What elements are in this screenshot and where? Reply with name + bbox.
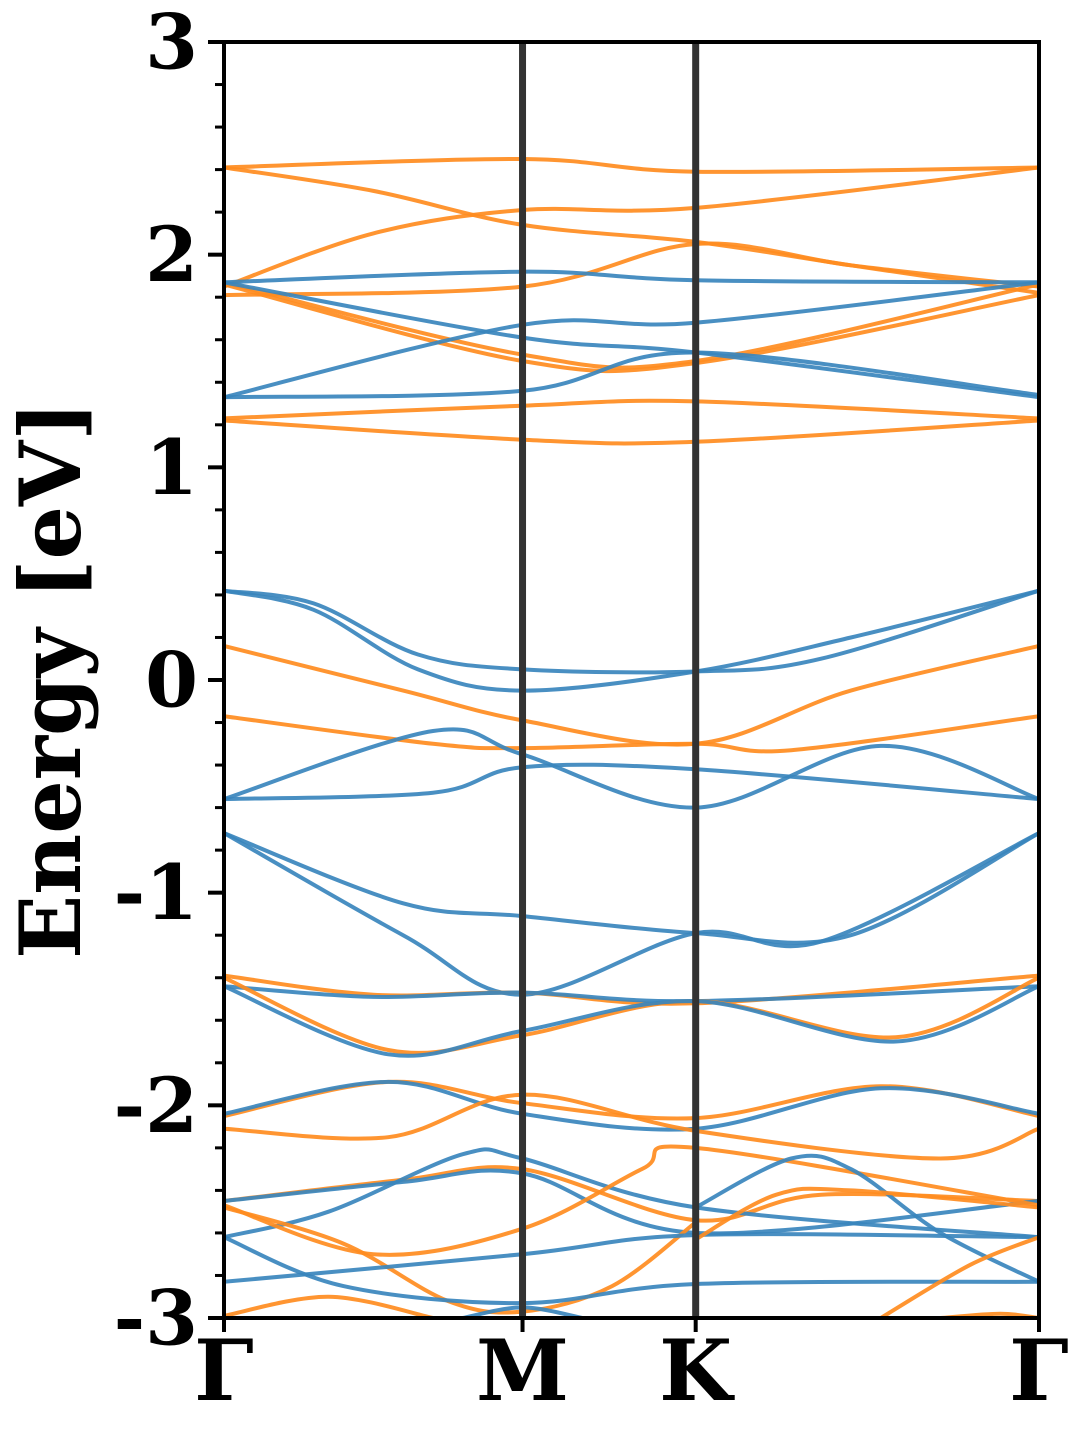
blue-band-line-13 [224, 588, 1039, 693]
blue-band-line-17 [224, 727, 1039, 810]
blue-band-line-29 [224, 1147, 1039, 1240]
orange-band-line-22 [224, 975, 1039, 1055]
orange-band-line-37 [878, 1235, 1039, 1318]
x-tick-label: Γ [1009, 1321, 1069, 1420]
orange-band-line-11 [224, 418, 1039, 446]
orange-band-line-35 [224, 1294, 435, 1318]
x-tick-label: M [476, 1321, 569, 1420]
blue-band-line-18 [224, 831, 1039, 945]
blue-band-line-33 [224, 1232, 1039, 1284]
blue-band-line-9 [224, 350, 1039, 400]
y-axis: -3 -2 -1 0 1 2 3 [114, 0, 224, 1363]
blue-band-line-32 [693, 1153, 1039, 1284]
blue-band-line-6 [224, 269, 1039, 285]
y-axis-label: Energy [eV] [1, 401, 100, 959]
high-symmetry-dividers [519, 42, 700, 1318]
orange-band-line-3 [224, 241, 1039, 298]
blue-band-line-16 [224, 762, 1039, 802]
band-lines [224, 156, 1039, 1318]
blue-band-line-8 [224, 280, 1039, 400]
orange-band-line-36 [693, 1186, 1039, 1242]
orange-band-line-15 [224, 714, 1039, 754]
orange-band-line-2 [224, 165, 1039, 289]
orange-band-line-0 [224, 156, 1039, 174]
orange-band-line-14 [224, 644, 1039, 747]
orange-band-line-31 [224, 1205, 698, 1315]
blue-band-line-34 [224, 1235, 1039, 1306]
y-tick-label: -2 [114, 1061, 198, 1150]
y-tick-label: 3 [145, 0, 198, 87]
blue-band-line-7 [224, 280, 1039, 400]
orange-band-line-4 [224, 282, 1039, 374]
orange-band-line-26 [224, 1092, 1039, 1161]
x-tick-label: K [659, 1321, 735, 1420]
blue-band-line-21 [224, 984, 1039, 1004]
blue-band-line-23 [224, 984, 1039, 1058]
orange-band-line-10 [224, 398, 1039, 421]
y-tick-label: 2 [145, 210, 198, 299]
y-tick-label: 1 [145, 423, 198, 512]
y-tick-label: 0 [145, 636, 198, 725]
y-tick-label: -1 [114, 848, 198, 937]
blue-band-line-25 [224, 1079, 1039, 1132]
blue-band-line-19 [224, 831, 1039, 997]
y-tick-label: -3 [114, 1274, 198, 1363]
x-tick-label: Γ [194, 1321, 254, 1420]
blue-band-line-12 [224, 588, 1039, 675]
